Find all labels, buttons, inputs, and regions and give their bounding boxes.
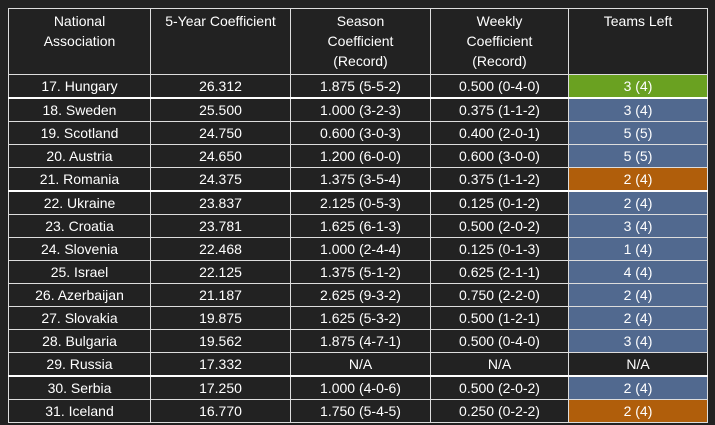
- data-cell: 2 (4): [568, 375, 708, 400]
- data-cell: 23.781: [150, 214, 291, 238]
- data-cell: 19.562: [150, 329, 291, 353]
- data-cell: 0.250 (0-2-2): [430, 399, 569, 423]
- association-cell: 25. Israel: [8, 260, 151, 284]
- data-cell: 24.750: [150, 121, 291, 145]
- table-row: 21. Romania 24.375 1.375 (3-5-4) 0.375 (1-1…: [8, 167, 708, 192]
- association-cell: 18. Sweden: [8, 97, 151, 122]
- data-cell: 1.000 (2-4-4): [290, 237, 431, 261]
- data-cell: 2.125 (0-5-3): [290, 190, 431, 215]
- table-row: 19. Scotland 24.750 0.600 (3-0-3) 0.400 (2-…: [8, 121, 708, 145]
- data-cell: 21.187: [150, 283, 291, 307]
- data-cell: 1.875 (4-7-1): [290, 329, 431, 353]
- table-row: 18. Sweden 25.500 1.000 (3-2-3) 0.375 (1-1-…: [8, 97, 708, 122]
- data-cell: 0.500 (2-0-2): [430, 375, 569, 400]
- data-cell: 3 (4): [568, 74, 708, 99]
- data-cell: N/A: [430, 352, 569, 377]
- column-header: Season Coefficient (Record): [290, 8, 431, 75]
- association-cell: 19. Scotland: [8, 121, 151, 145]
- data-cell: 0.125 (0-1-2): [430, 190, 569, 215]
- data-cell: 2 (4): [568, 399, 708, 423]
- data-cell: 1.750 (5-4-5): [290, 399, 431, 423]
- data-cell: 22.125: [150, 260, 291, 284]
- data-cell: 1.000 (3-2-3): [290, 97, 431, 122]
- table-row: 25. Israel 22.125 1.375 (5-1-2) 0.625 (2-1-…: [8, 260, 708, 284]
- data-cell: 0.375 (1-1-2): [430, 167, 569, 192]
- table-row: 31. Iceland 16.770 1.750 (5-4-5) 0.250 (0-2…: [8, 399, 708, 423]
- data-cell: 1.875 (5-5-2): [290, 74, 431, 99]
- data-cell: 0.500 (0-4-0): [430, 74, 569, 99]
- table-row: 27. Slovakia 19.875 1.625 (5-3-2) 0.500 (1-…: [8, 306, 708, 330]
- data-cell: 1 (4): [568, 237, 708, 261]
- data-cell: 2.625 (9-3-2): [290, 283, 431, 307]
- table-row: 24. Slovenia 22.468 1.000 (2-4-4) 0.125 (0-…: [8, 237, 708, 261]
- data-cell: 0.500 (2-0-2): [430, 214, 569, 238]
- data-cell: 22.468: [150, 237, 291, 261]
- column-header: National Association: [8, 8, 151, 75]
- data-cell: 23.837: [150, 190, 291, 215]
- association-cell: 31. Iceland: [8, 399, 151, 423]
- data-cell: 19.875: [150, 306, 291, 330]
- header-row: National Association 5-Year Coefficient Se…: [8, 8, 708, 75]
- data-cell: 2 (4): [568, 190, 708, 215]
- data-cell: 0.400 (2-0-1): [430, 121, 569, 145]
- association-cell: 29. Russia: [8, 352, 151, 377]
- association-cell: 23. Croatia: [8, 214, 151, 238]
- association-cell: 26. Azerbaijan: [8, 283, 151, 307]
- table-row: 22. Ukraine 23.837 2.125 (0-5-3) 0.125 (0-1…: [8, 190, 708, 215]
- data-cell: 1.625 (6-1-3): [290, 214, 431, 238]
- data-cell: N/A: [290, 352, 431, 377]
- association-cell: 24. Slovenia: [8, 237, 151, 261]
- table-row: 23. Croatia 23.781 1.625 (6-1-3) 0.500 (2-0…: [8, 214, 708, 238]
- data-cell: 1.375 (5-1-2): [290, 260, 431, 284]
- data-cell: 2 (4): [568, 306, 708, 330]
- data-cell: N/A: [568, 352, 708, 377]
- column-header: Weekly Coefficient (Record): [430, 8, 569, 75]
- data-cell: 24.650: [150, 144, 291, 168]
- data-cell: 0.500 (1-2-1): [430, 306, 569, 330]
- data-cell: 1.375 (3-5-4): [290, 167, 431, 192]
- column-header: Teams Left: [568, 8, 708, 75]
- table-row: 26. Azerbaijan 21.187 2.625 (9-3-2) 0.750 (…: [8, 283, 708, 307]
- data-cell: 0.600 (3-0-3): [290, 121, 431, 145]
- data-cell: 0.750 (2-2-0): [430, 283, 569, 307]
- data-cell: 16.770: [150, 399, 291, 423]
- data-cell: 5 (5): [568, 121, 708, 145]
- coefficient-table: National Association 5-Year Coefficient Se…: [8, 8, 708, 423]
- data-cell: 0.500 (0-4-0): [430, 329, 569, 353]
- table-row: 29. Russia 17.332 N/A N/A N/A: [8, 352, 708, 377]
- table-row: 17. Hungary 26.312 1.875 (5-5-2) 0.500 (0-4…: [8, 74, 708, 99]
- association-cell: 21. Romania: [8, 167, 151, 192]
- association-cell: 30. Serbia: [8, 375, 151, 400]
- association-cell: 20. Austria: [8, 144, 151, 168]
- data-cell: 1.625 (5-3-2): [290, 306, 431, 330]
- data-cell: 3 (4): [568, 214, 708, 238]
- data-cell: 2 (4): [568, 283, 708, 307]
- association-cell: 17. Hungary: [8, 74, 151, 99]
- data-cell: 0.625 (2-1-1): [430, 260, 569, 284]
- data-cell: 24.375: [150, 167, 291, 192]
- data-cell: 5 (5): [568, 144, 708, 168]
- data-cell: 2 (4): [568, 167, 708, 192]
- association-cell: 27. Slovakia: [8, 306, 151, 330]
- data-cell: 17.250: [150, 375, 291, 400]
- association-cell: 28. Bulgaria: [8, 329, 151, 353]
- data-cell: 26.312: [150, 74, 291, 99]
- table-body: 17. Hungary 26.312 1.875 (5-5-2) 0.500 (0-4…: [8, 74, 708, 423]
- data-cell: 3 (4): [568, 97, 708, 122]
- data-cell: 25.500: [150, 97, 291, 122]
- table-row: 20. Austria 24.650 1.200 (6-0-0) 0.600 (3-0…: [8, 144, 708, 168]
- column-header: 5-Year Coefficient: [150, 8, 291, 75]
- association-cell: 22. Ukraine: [8, 190, 151, 215]
- data-cell: 0.125 (0-1-3): [430, 237, 569, 261]
- data-cell: 1.000 (4-0-6): [290, 375, 431, 400]
- data-cell: 4 (4): [568, 260, 708, 284]
- data-cell: 0.600 (3-0-0): [430, 144, 569, 168]
- data-cell: 0.375 (1-1-2): [430, 97, 569, 122]
- table-row: 28. Bulgaria 19.562 1.875 (4-7-1) 0.500 (0-…: [8, 329, 708, 353]
- table-row: 30. Serbia 17.250 1.000 (4-0-6) 0.500 (2-0-…: [8, 375, 708, 400]
- data-cell: 1.200 (6-0-0): [290, 144, 431, 168]
- data-cell: 3 (4): [568, 329, 708, 353]
- data-cell: 17.332: [150, 352, 291, 377]
